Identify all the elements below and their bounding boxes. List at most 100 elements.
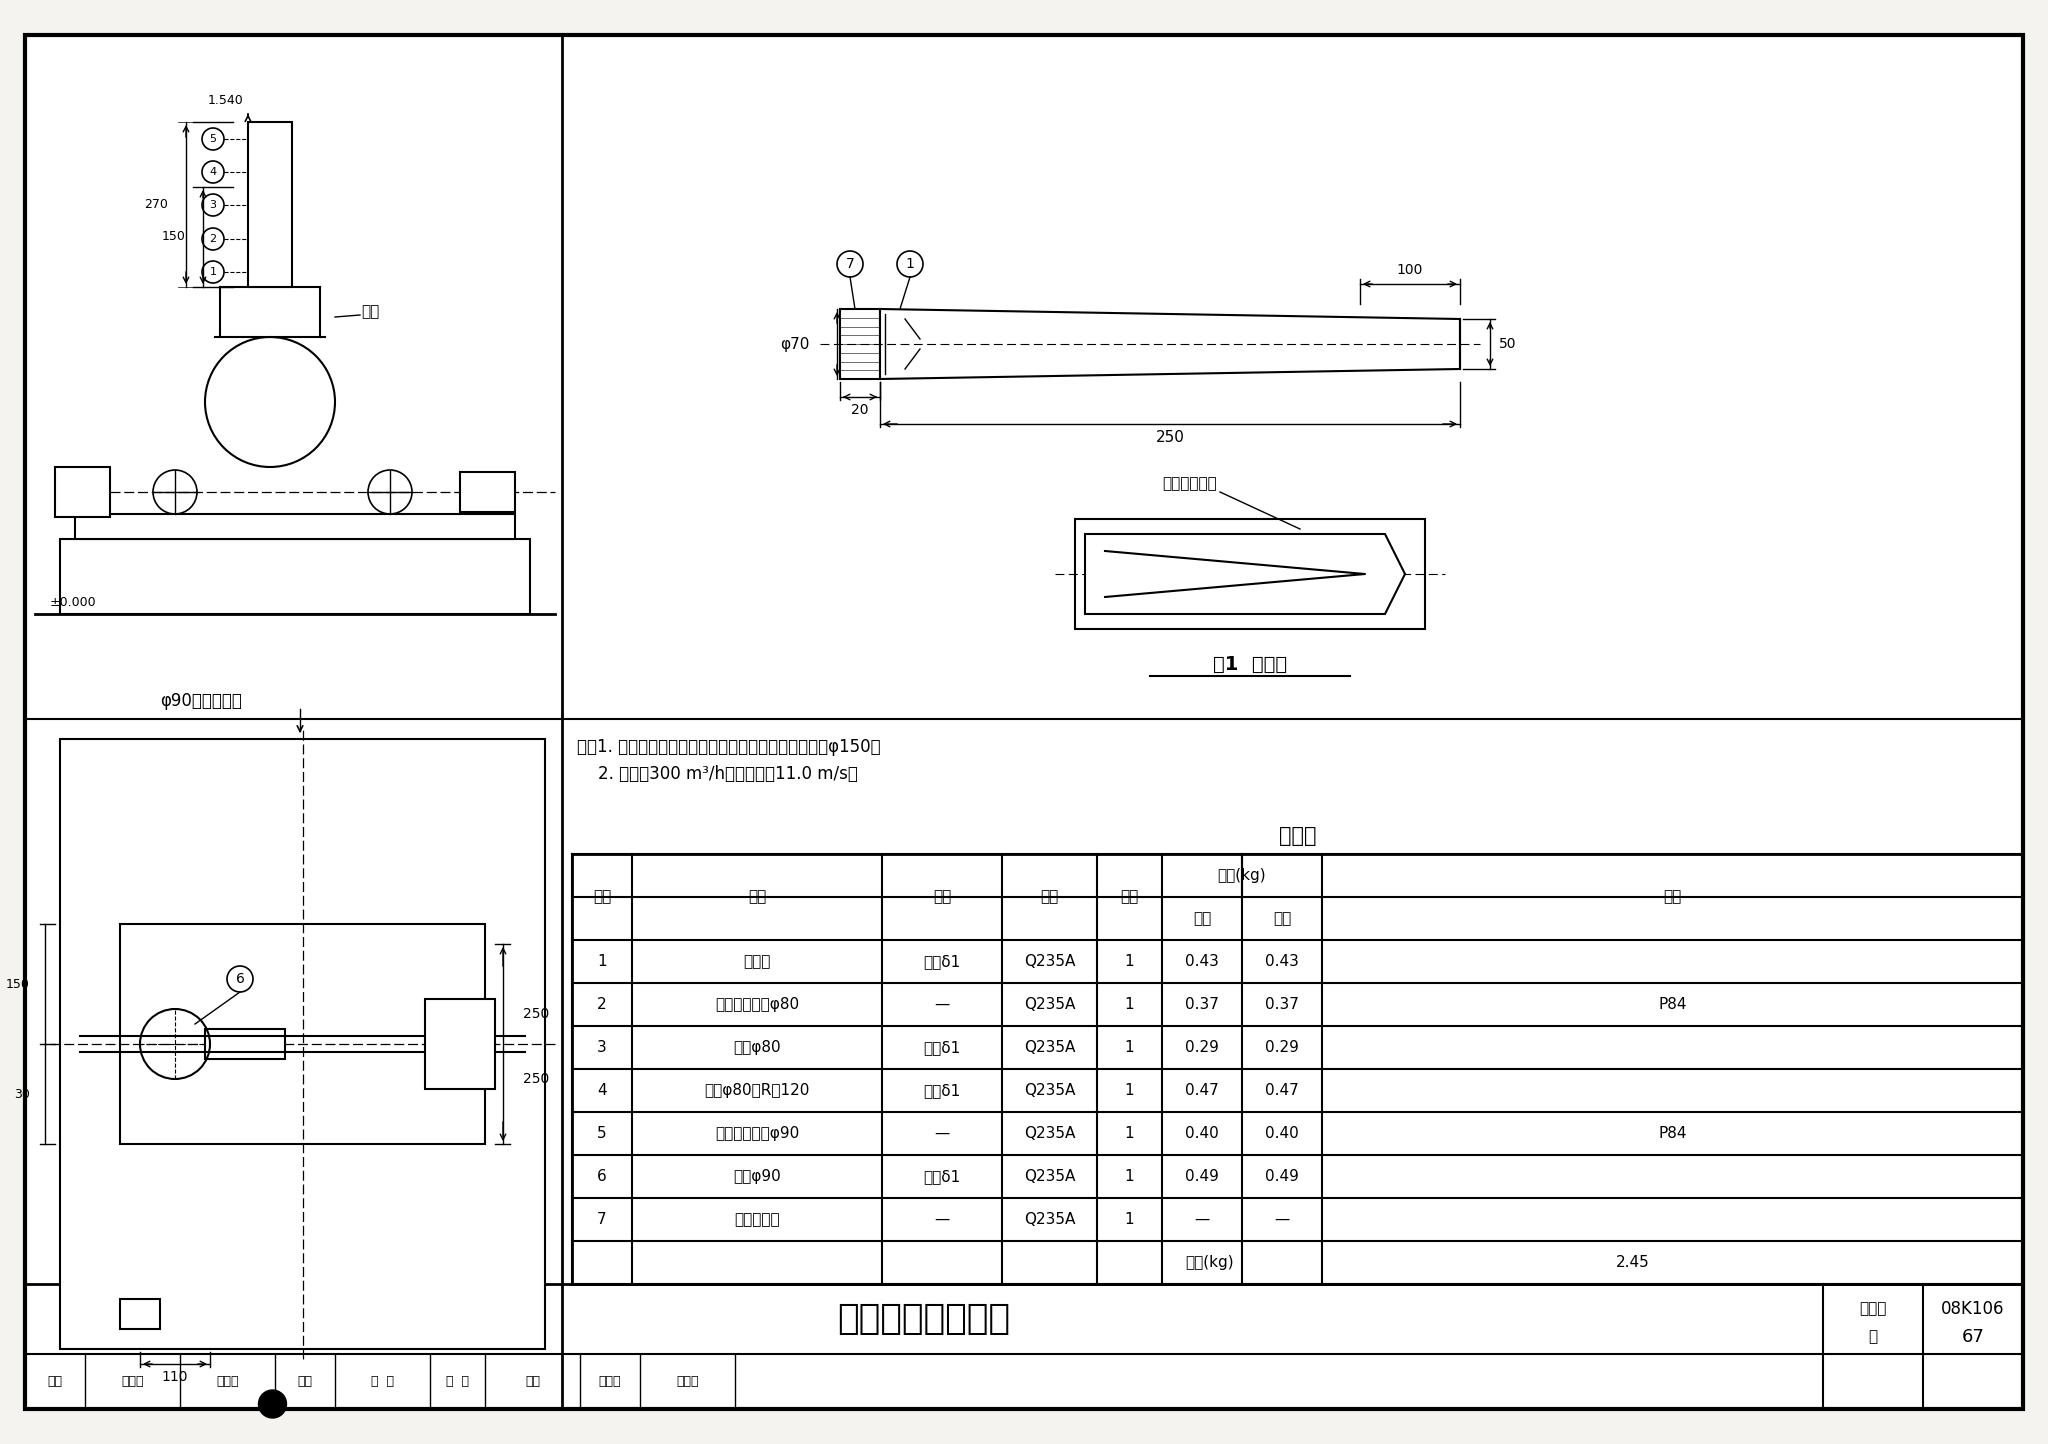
Text: 伸缩旋转接头φ90: 伸缩旋转接头φ90 [715, 1126, 799, 1141]
Text: 1: 1 [905, 257, 915, 271]
Text: 短管φ90: 短管φ90 [733, 1170, 780, 1184]
Text: 08K106: 08K106 [1942, 1300, 2005, 1317]
Text: 0.47: 0.47 [1186, 1083, 1219, 1097]
Text: 镀锌钢丝网: 镀锌钢丝网 [733, 1212, 780, 1227]
Text: 许远超: 许远超 [598, 1375, 621, 1388]
Text: 套管φ80: 套管φ80 [733, 1040, 780, 1056]
Text: 0.49: 0.49 [1186, 1170, 1219, 1184]
Text: 0.49: 0.49 [1266, 1170, 1298, 1184]
Text: 5: 5 [209, 134, 217, 144]
Text: 1: 1 [1124, 996, 1135, 1012]
Text: 总重(kg): 总重(kg) [1186, 1255, 1233, 1271]
Text: 成  龚: 成 龚 [446, 1375, 469, 1388]
Text: 此两面为敞口: 此两面为敞口 [1163, 477, 1217, 491]
Text: 1: 1 [209, 267, 217, 277]
Text: 重量(kg): 重量(kg) [1219, 868, 1266, 882]
Circle shape [258, 1391, 287, 1418]
Text: Q235A: Q235A [1024, 996, 1075, 1012]
Text: Q235A: Q235A [1024, 1170, 1075, 1184]
Text: 钢板δ1: 钢板δ1 [924, 1040, 961, 1056]
Text: 20: 20 [852, 403, 868, 417]
Bar [76, 514, 514, 539]
Text: 规格: 规格 [934, 890, 950, 904]
Text: 150: 150 [162, 231, 186, 244]
Bar [840, 309, 881, 378]
Text: 共重: 共重 [1274, 911, 1290, 926]
Text: 侯爱民: 侯爱民 [121, 1375, 143, 1388]
Text: 许远超: 许远超 [676, 1375, 698, 1388]
Text: 6: 6 [236, 972, 244, 986]
Text: 67: 67 [1962, 1327, 1985, 1346]
Text: 4: 4 [209, 168, 217, 178]
Text: 2: 2 [209, 234, 217, 244]
Bar [205, 1030, 285, 1058]
Text: 1: 1 [1124, 1170, 1135, 1184]
Text: Q235A: Q235A [1024, 954, 1075, 969]
Bar [248, 121, 293, 287]
Text: 0.43: 0.43 [1266, 954, 1298, 969]
Text: 0.40: 0.40 [1186, 1126, 1219, 1141]
Text: ±0.000: ±0.000 [49, 595, 96, 608]
Text: 7: 7 [846, 257, 854, 271]
Text: 排气罩: 排气罩 [743, 954, 770, 969]
Text: 50: 50 [1499, 336, 1518, 351]
Polygon shape [1085, 534, 1405, 614]
Bar [461, 472, 514, 513]
Text: Q235A: Q235A [1024, 1212, 1075, 1227]
Text: —: — [1194, 1212, 1210, 1227]
Text: P84: P84 [1659, 996, 1688, 1012]
Text: 注：1. 本排气罩适用于加工件为花键轴，砂轮最大直径φ150。: 注：1. 本排气罩适用于加工件为花键轴，砂轮最大直径φ150。 [578, 738, 881, 757]
Text: 0.40: 0.40 [1266, 1126, 1298, 1141]
Text: 2.45: 2.45 [1616, 1255, 1649, 1271]
Bar [426, 999, 496, 1089]
Text: 3: 3 [598, 1040, 606, 1056]
Text: 伸缩旋转接头φ80: 伸缩旋转接头φ80 [715, 996, 799, 1012]
Text: 成  藻: 成 藻 [371, 1375, 393, 1388]
Text: 1: 1 [1124, 954, 1135, 969]
Text: 0.29: 0.29 [1186, 1040, 1219, 1056]
Text: 钢板δ1: 钢板δ1 [924, 1170, 961, 1184]
Text: P84: P84 [1659, 1126, 1688, 1141]
Text: φ70: φ70 [780, 336, 809, 351]
Text: 1.540: 1.540 [207, 94, 244, 107]
Text: 0.37: 0.37 [1266, 996, 1298, 1012]
Text: 个重: 个重 [1192, 911, 1210, 926]
Text: Q235A: Q235A [1024, 1083, 1075, 1097]
Text: 侯爱民: 侯爱民 [217, 1375, 240, 1388]
Text: 100: 100 [1397, 263, 1423, 277]
Text: 270: 270 [143, 198, 168, 211]
Text: 砂轮: 砂轮 [360, 305, 379, 319]
Text: 0.29: 0.29 [1266, 1040, 1298, 1056]
Text: 250: 250 [522, 1071, 549, 1086]
Text: 4: 4 [598, 1083, 606, 1097]
Text: 图集号: 图集号 [1860, 1301, 1886, 1315]
Text: —: — [934, 1212, 950, 1227]
Text: 1: 1 [1124, 1040, 1135, 1056]
Bar [59, 539, 530, 614]
Text: 250: 250 [1155, 429, 1184, 445]
Text: 审核: 审核 [47, 1375, 63, 1388]
Text: 数量: 数量 [1120, 890, 1139, 904]
Bar [59, 739, 545, 1349]
Text: —: — [934, 1126, 950, 1141]
Text: 名称: 名称 [748, 890, 766, 904]
Text: 0.47: 0.47 [1266, 1083, 1298, 1097]
Text: 设计: 设计 [524, 1375, 541, 1388]
Polygon shape [881, 309, 1460, 378]
Text: 材料: 材料 [1040, 890, 1059, 904]
Text: φ90接排风系统: φ90接排风系统 [160, 692, 242, 710]
Text: 3: 3 [209, 201, 217, 209]
Text: 2. 排风量300 m³/h，罩口风速11.0 m/s。: 2. 排风量300 m³/h，罩口风速11.0 m/s。 [578, 765, 858, 783]
Text: 花键轴磨床排气罩: 花键轴磨床排气罩 [838, 1302, 1010, 1336]
Bar [1075, 518, 1425, 630]
Text: 30: 30 [14, 1087, 31, 1100]
Text: 250: 250 [522, 1006, 549, 1021]
Text: 材料表: 材料表 [1278, 826, 1317, 846]
Text: 1: 1 [1124, 1083, 1135, 1097]
Text: 1: 1 [1124, 1126, 1135, 1141]
Text: 1: 1 [1124, 1212, 1135, 1227]
Bar [55, 466, 111, 517]
Text: 1: 1 [598, 954, 606, 969]
Text: 0.37: 0.37 [1186, 996, 1219, 1012]
Text: 150: 150 [6, 978, 31, 991]
